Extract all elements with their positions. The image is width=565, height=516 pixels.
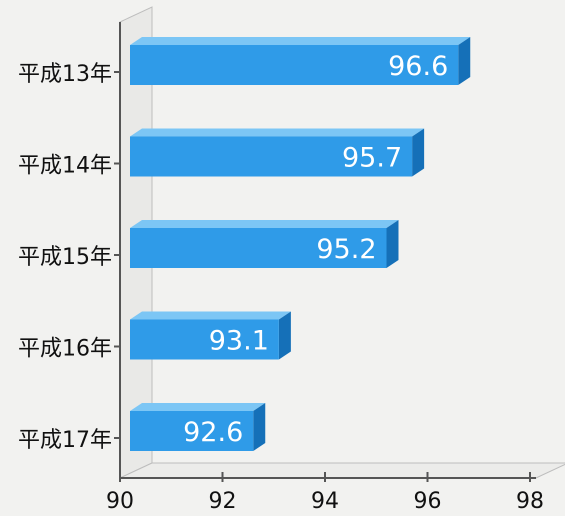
x-tick-label: 94 [311,489,339,514]
bar-value-label: 95.7 [342,143,402,174]
bar-top-face [130,403,266,411]
x-tick-label: 90 [106,489,134,514]
bar-value-label: 95.2 [316,234,376,265]
category-label: 平成14年 [18,154,112,179]
bar-4: 93.1 [130,311,291,360]
bar-top-face [130,220,399,228]
floor [119,462,565,479]
bar-front-face [130,411,254,451]
bar-5: 92.6 [130,403,266,451]
bar-side-face [412,128,425,177]
category-label: 平成15年 [18,245,112,270]
bar-front-face [130,45,459,85]
bar-side-face [253,403,266,451]
bar-front-face [130,319,279,360]
x-axis-ticks: 90 92 94 96 98 [106,472,544,514]
chart-bars: 96.6 95.7 95.2 93.1 92.6 [130,37,471,451]
x-tick-label: 92 [209,489,237,514]
bar-2: 95.7 [130,128,425,177]
bar-side-face [278,311,291,360]
bar-side-face [458,37,471,85]
x-tick-label: 98 [516,489,544,514]
bar-front-face [130,228,387,268]
x-tick-label: 96 [414,489,442,514]
category-label: 平成13年 [18,62,112,87]
bar-top-face [130,37,471,45]
bar-1: 96.6 [130,37,471,85]
bar-3: 95.2 [130,220,399,268]
bar-value-label: 93.1 [209,326,269,357]
bar-front-face [130,136,413,177]
bar-value-label: 92.6 [183,417,243,448]
category-label: 平成17年 [18,428,112,453]
bar-side-face [386,220,399,268]
category-label: 平成16年 [18,337,112,362]
bar-top-face [130,128,425,137]
bar-top-face [130,311,291,320]
bar-value-label: 96.6 [388,51,448,82]
